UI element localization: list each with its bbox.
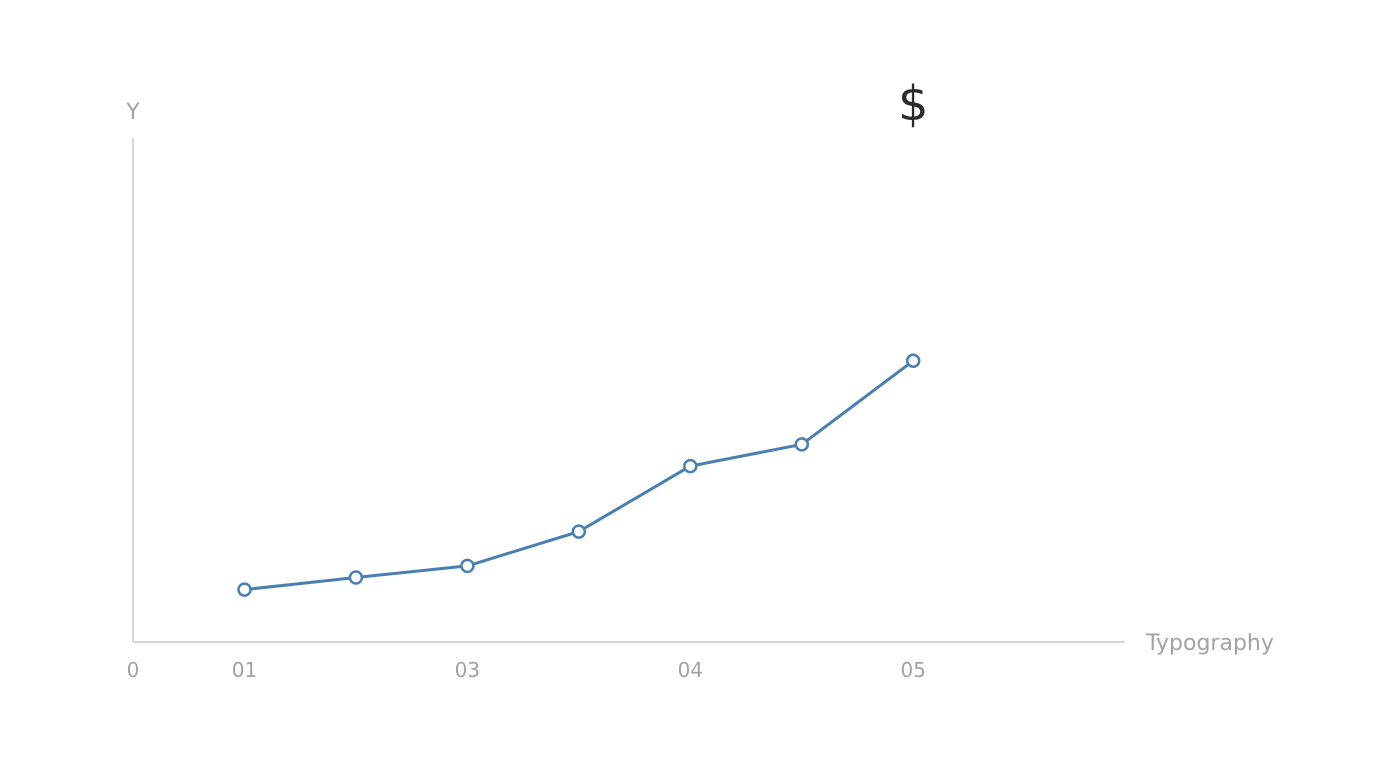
data-point — [348, 570, 364, 585]
data-point — [571, 524, 587, 539]
data-point — [683, 458, 698, 474]
annotation-label: $ — [898, 76, 929, 132]
data-point — [237, 582, 252, 597]
x-tick-label: 03 — [455, 658, 480, 682]
x-tick-label: 0 — [127, 658, 140, 682]
series-line — [243, 359, 915, 592]
x-tick-labels: 0 01 03 04 05 — [127, 658, 926, 682]
axes: Y Typography — [125, 100, 1274, 656]
y-axis-label: Y — [125, 100, 140, 125]
x-tick-label: 01 — [232, 658, 257, 682]
x-tick-label: 04 — [678, 658, 703, 682]
data-point — [460, 558, 475, 574]
x-axis-label: Typography — [1145, 631, 1274, 656]
data-point — [794, 437, 810, 452]
x-tick-label: 05 — [900, 658, 925, 682]
series-layer — [237, 353, 921, 597]
annotation-layer: $ — [898, 76, 929, 132]
data-point — [905, 353, 921, 369]
